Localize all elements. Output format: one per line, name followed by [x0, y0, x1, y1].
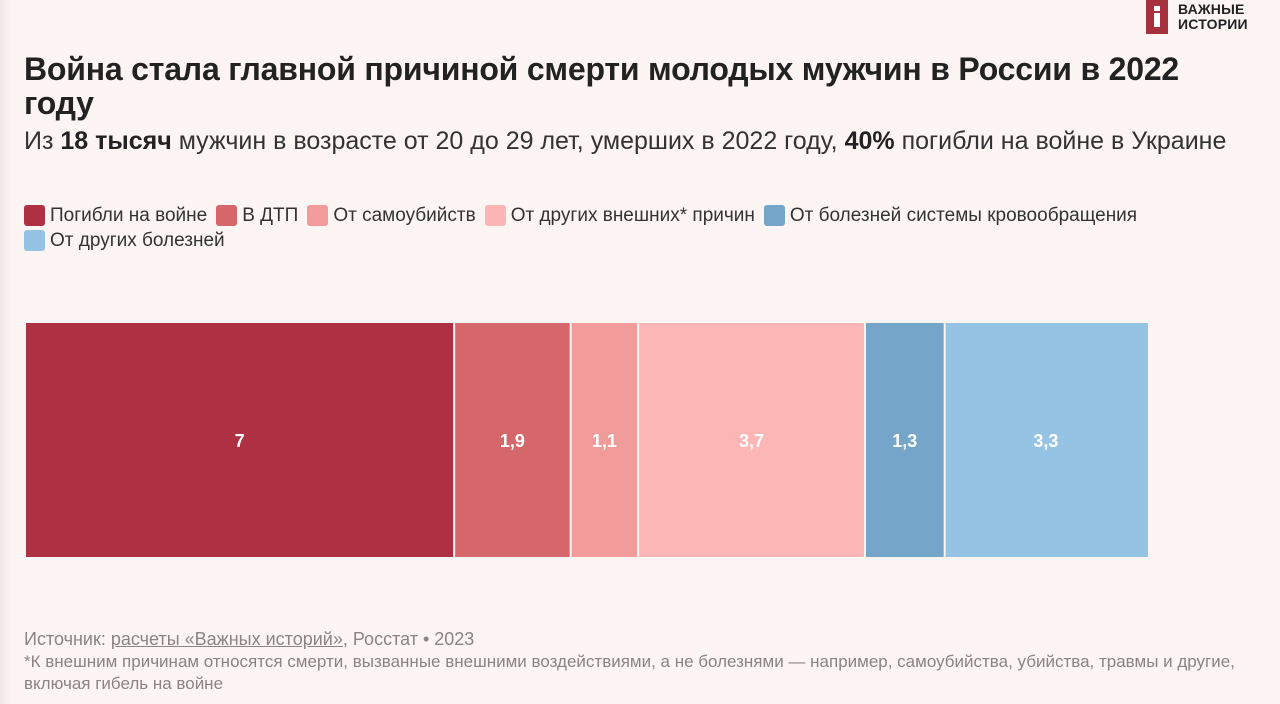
subtitle-text: Из [24, 127, 61, 155]
logo-line-2: ИСТОРИИ [1178, 16, 1248, 32]
stacked-bar-chart: 7 1,9 1,1 3,7 1,3 3,3 [26, 323, 1148, 557]
legend-item: Погибли на войне [24, 203, 207, 228]
legend-label: От самоубийств [333, 205, 476, 226]
logo-line-1: ВАЖНЫЕ [1178, 1, 1245, 17]
bar-value-label: 1,3 [892, 431, 917, 451]
chart-title: Война стала главной причиной смерти моло… [24, 51, 1180, 121]
legend-swatch [484, 205, 506, 226]
bar-segment [945, 323, 1148, 557]
brand-logo[interactable]: ВАЖНЫЕ ИСТОРИИ [1146, 0, 1248, 34]
bar-segment [571, 323, 638, 557]
subtitle-highlight: 18 тысяч [60, 127, 172, 155]
legend-item: От болезней системы кровообращения [763, 203, 1138, 228]
legend-swatch [763, 205, 785, 226]
legend-label: От болезней системы кровообращения [789, 205, 1138, 226]
legend-item: В ДТП [216, 203, 298, 228]
legend-swatch [307, 205, 329, 226]
source-prefix: Источник: [24, 629, 111, 649]
legend-label: От других внешних* причин [510, 205, 755, 226]
footnote: *К внешним причинам относятся смерти, вы… [24, 652, 1235, 693]
legend-item: От других болезней [24, 228, 225, 253]
bar-segment [455, 323, 570, 557]
subtitle-text: мужчин в возрасте от 20 до 29 лет, умерш… [171, 127, 845, 155]
legend: Погибли на войне В ДТП От самоубийств От др… [24, 203, 1264, 253]
logo-text: ВАЖНЫЕ ИСТОРИИ [1178, 0, 1248, 32]
bar-segment [639, 323, 864, 557]
source-line: Источник: расчеты «Важных историй», Росс… [24, 627, 1264, 651]
edge-shade [0, 0, 12, 704]
legend-label: В ДТП [242, 205, 299, 226]
bar-segment [26, 323, 454, 557]
bar-value-label: 3,7 [739, 431, 764, 451]
legend-swatch [216, 205, 238, 226]
chart-subtitle: Из 18 тысяч мужчин в возрасте от 20 до 2… [24, 127, 1264, 156]
source-suffix: , Росстат • 2023 [342, 629, 475, 649]
bar-value-label: 3,3 [1033, 431, 1058, 451]
legend-item: От самоубийств [307, 203, 476, 228]
legend-label: От других болезней [50, 230, 225, 251]
bar-segment [865, 323, 944, 557]
bar-value-label: 7 [235, 431, 245, 451]
logo-i-icon [1146, 0, 1168, 34]
legend-swatch [24, 205, 45, 226]
chart-svg: 7 1,9 1,1 3,7 1,3 3,3 [26, 323, 1148, 557]
bar-value-label: 1,1 [592, 431, 617, 451]
legend-swatch [24, 230, 45, 251]
legend-item: От других внешних* причин [484, 203, 755, 228]
legend-label: Погибли на войне [50, 205, 208, 226]
subtitle-highlight: 40% [844, 127, 895, 155]
bar-value-label: 1,9 [500, 431, 525, 451]
source-link[interactable]: расчеты «Важных историй» [110, 629, 343, 649]
subtitle-text: погибли на войне в Украине [894, 127, 1227, 155]
footer: Источник: расчеты «Важных историй», Росс… [24, 627, 1264, 695]
